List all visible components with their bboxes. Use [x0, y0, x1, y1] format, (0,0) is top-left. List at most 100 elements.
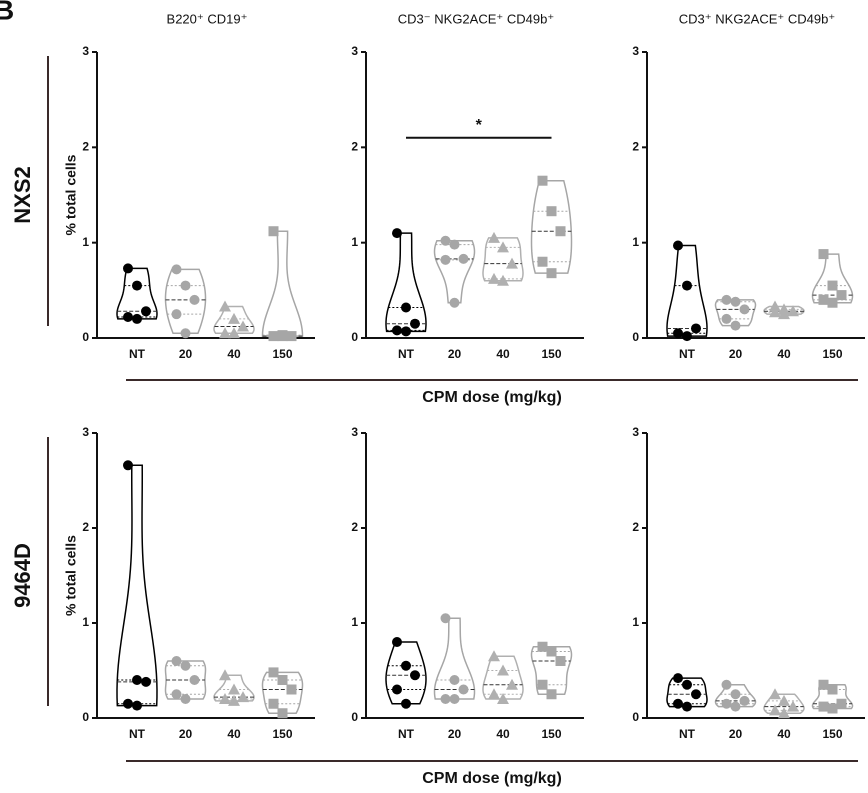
x-tick-label: 150	[822, 347, 842, 361]
data-point	[673, 673, 683, 684]
y-tick-label: 3	[82, 425, 89, 439]
x-axis-label: CPM dose (mg/kg)	[422, 770, 562, 787]
data-point	[440, 254, 451, 265]
data-point	[778, 707, 790, 719]
data-point	[123, 460, 133, 471]
data-point	[673, 240, 683, 251]
data-point	[730, 296, 741, 307]
data-point	[537, 641, 548, 652]
data-point	[228, 312, 240, 324]
y-axis-label: % total cells	[63, 535, 79, 616]
data-point	[123, 698, 133, 709]
data-point	[836, 698, 847, 709]
data-point	[787, 305, 799, 317]
data-point	[721, 313, 732, 324]
violin	[385, 232, 427, 333]
data-point	[440, 613, 451, 624]
data-point	[401, 698, 411, 709]
data-point	[555, 656, 566, 666]
x-tick-label: 150	[822, 727, 842, 741]
data-point	[506, 257, 518, 269]
x-tick-label: 40	[777, 727, 791, 741]
y-tick-label: 0	[351, 330, 358, 344]
x-tick-label: NT	[679, 727, 696, 741]
data-point	[818, 294, 829, 305]
violin	[385, 641, 427, 705]
data-point	[827, 703, 838, 714]
x-tick-label: NT	[129, 727, 146, 741]
x-tick-label: 20	[729, 727, 743, 741]
panel-label: B	[0, 0, 14, 25]
data-point	[730, 701, 741, 712]
data-point	[673, 328, 683, 339]
data-point	[268, 226, 279, 237]
data-point	[392, 684, 402, 695]
data-point	[449, 675, 460, 685]
data-point	[721, 294, 732, 305]
data-point	[449, 297, 460, 308]
x-tick-label: NT	[398, 727, 415, 741]
x-tick-label: 40	[227, 727, 241, 741]
data-point	[827, 297, 838, 308]
data-point	[546, 268, 557, 279]
data-point	[277, 708, 288, 719]
data-point	[123, 263, 133, 274]
y-tick-label: 2	[351, 520, 358, 534]
violin	[164, 268, 207, 334]
data-point	[497, 241, 509, 253]
data-point	[818, 679, 829, 690]
data-point	[778, 694, 790, 706]
data-point	[277, 331, 288, 342]
data-point	[180, 694, 191, 704]
y-tick-label: 3	[351, 425, 358, 439]
data-point	[497, 274, 509, 286]
x-tick-label: 40	[496, 347, 510, 361]
data-point	[488, 272, 500, 284]
data-point	[228, 694, 240, 706]
data-point	[682, 701, 692, 712]
data-point	[506, 678, 518, 690]
data-point	[691, 323, 701, 334]
data-point	[721, 679, 732, 690]
y-tick-label: 3	[632, 425, 639, 439]
y-tick-label: 2	[351, 140, 358, 154]
y-tick-label: 3	[351, 44, 358, 58]
data-point	[682, 331, 692, 342]
data-point	[673, 698, 683, 709]
data-point	[141, 306, 151, 317]
column-title: CD3⁺ NKG2ACE⁺ CD49b⁺	[679, 11, 835, 26]
data-point	[268, 698, 279, 709]
data-point	[488, 688, 500, 700]
y-axis	[365, 52, 584, 339]
violin	[261, 230, 304, 337]
y-tick-label: 1	[351, 615, 358, 629]
data-point	[180, 660, 191, 671]
data-point	[123, 312, 133, 323]
data-point	[268, 331, 279, 342]
data-point	[827, 684, 838, 695]
violin	[433, 617, 476, 700]
data-point	[818, 249, 829, 260]
data-point	[546, 646, 557, 657]
data-point	[458, 684, 469, 695]
y-tick-label: 1	[82, 615, 89, 629]
data-point	[268, 667, 279, 678]
violin	[714, 299, 757, 327]
data-point	[286, 331, 297, 342]
data-point	[691, 689, 701, 700]
x-tick-label: 150	[272, 727, 292, 741]
data-point	[488, 231, 500, 243]
x-tick-label: 40	[227, 347, 241, 361]
data-point	[739, 695, 750, 706]
x-tick-label: 20	[448, 727, 462, 741]
data-point	[769, 704, 781, 716]
violin	[261, 671, 304, 714]
data-point	[237, 691, 249, 703]
data-point	[730, 320, 741, 331]
violin	[666, 677, 708, 708]
x-tick-label: 150	[272, 347, 292, 361]
data-point	[219, 669, 231, 681]
data-point	[769, 688, 781, 700]
violin	[666, 244, 708, 337]
